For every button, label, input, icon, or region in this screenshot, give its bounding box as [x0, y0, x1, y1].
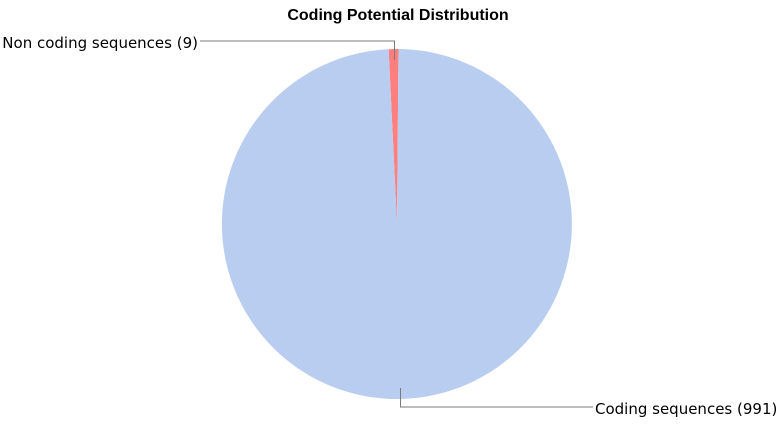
slice-label-non-coding-sequences: Non coding sequences (9)	[2, 34, 198, 52]
pie-slices	[221, 49, 572, 400]
chart-title: Coding Potential Distribution	[287, 7, 508, 24]
pie-slice-non-coding-sequences	[388, 49, 399, 224]
slice-label-coding-sequences: Coding sequences (991)	[595, 400, 777, 418]
leader-line-non-coding-sequences	[200, 40, 395, 60]
slice-labels: Non coding sequences (9) Coding sequences…	[2, 34, 777, 418]
leader-lines	[200, 40, 593, 408]
pie-slice-coding-sequences	[221, 49, 572, 400]
leader-line-coding-sequences	[400, 388, 593, 408]
